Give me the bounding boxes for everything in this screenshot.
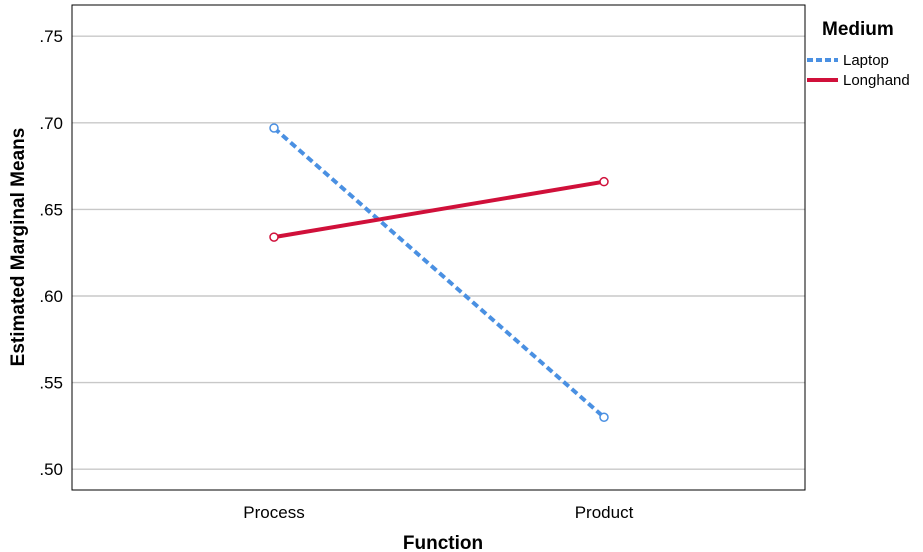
legend-title: Medium — [822, 19, 894, 40]
gridlines — [72, 35, 805, 470]
series-group — [269, 123, 609, 422]
series-line-laptop — [272, 126, 606, 419]
data-point-laptop — [269, 123, 279, 133]
y-tick-label: .70 — [39, 114, 63, 133]
y-tick-label: .65 — [39, 200, 63, 219]
y-tick-label: .75 — [39, 27, 63, 46]
y-tick-labels: .50 .55 .60 .65 .70 .75 — [39, 27, 63, 479]
x-axis-title: Function — [403, 533, 483, 552]
series-line-longhand — [273, 179, 605, 240]
y-axis-title: Estimated Marginal Means — [8, 128, 29, 367]
legend-items: Laptop Longhand — [807, 52, 910, 89]
legend-label-laptop: Laptop — [843, 52, 889, 69]
y-tick-label: .50 — [39, 460, 63, 479]
x-tick-label: Process — [243, 503, 304, 522]
data-point-laptop — [599, 412, 609, 422]
data-point-longhand — [599, 176, 609, 187]
legend-label-longhand: Longhand — [843, 72, 910, 89]
legend: Medium Laptop Longhand — [807, 19, 910, 89]
y-tick-label: .60 — [39, 287, 63, 306]
y-tick-label: .55 — [39, 374, 63, 393]
plot-frame — [71, 4, 806, 491]
x-tick-labels: Process Product — [243, 503, 633, 522]
x-tick-label: Product — [575, 503, 634, 522]
data-point-longhand — [269, 232, 279, 242]
